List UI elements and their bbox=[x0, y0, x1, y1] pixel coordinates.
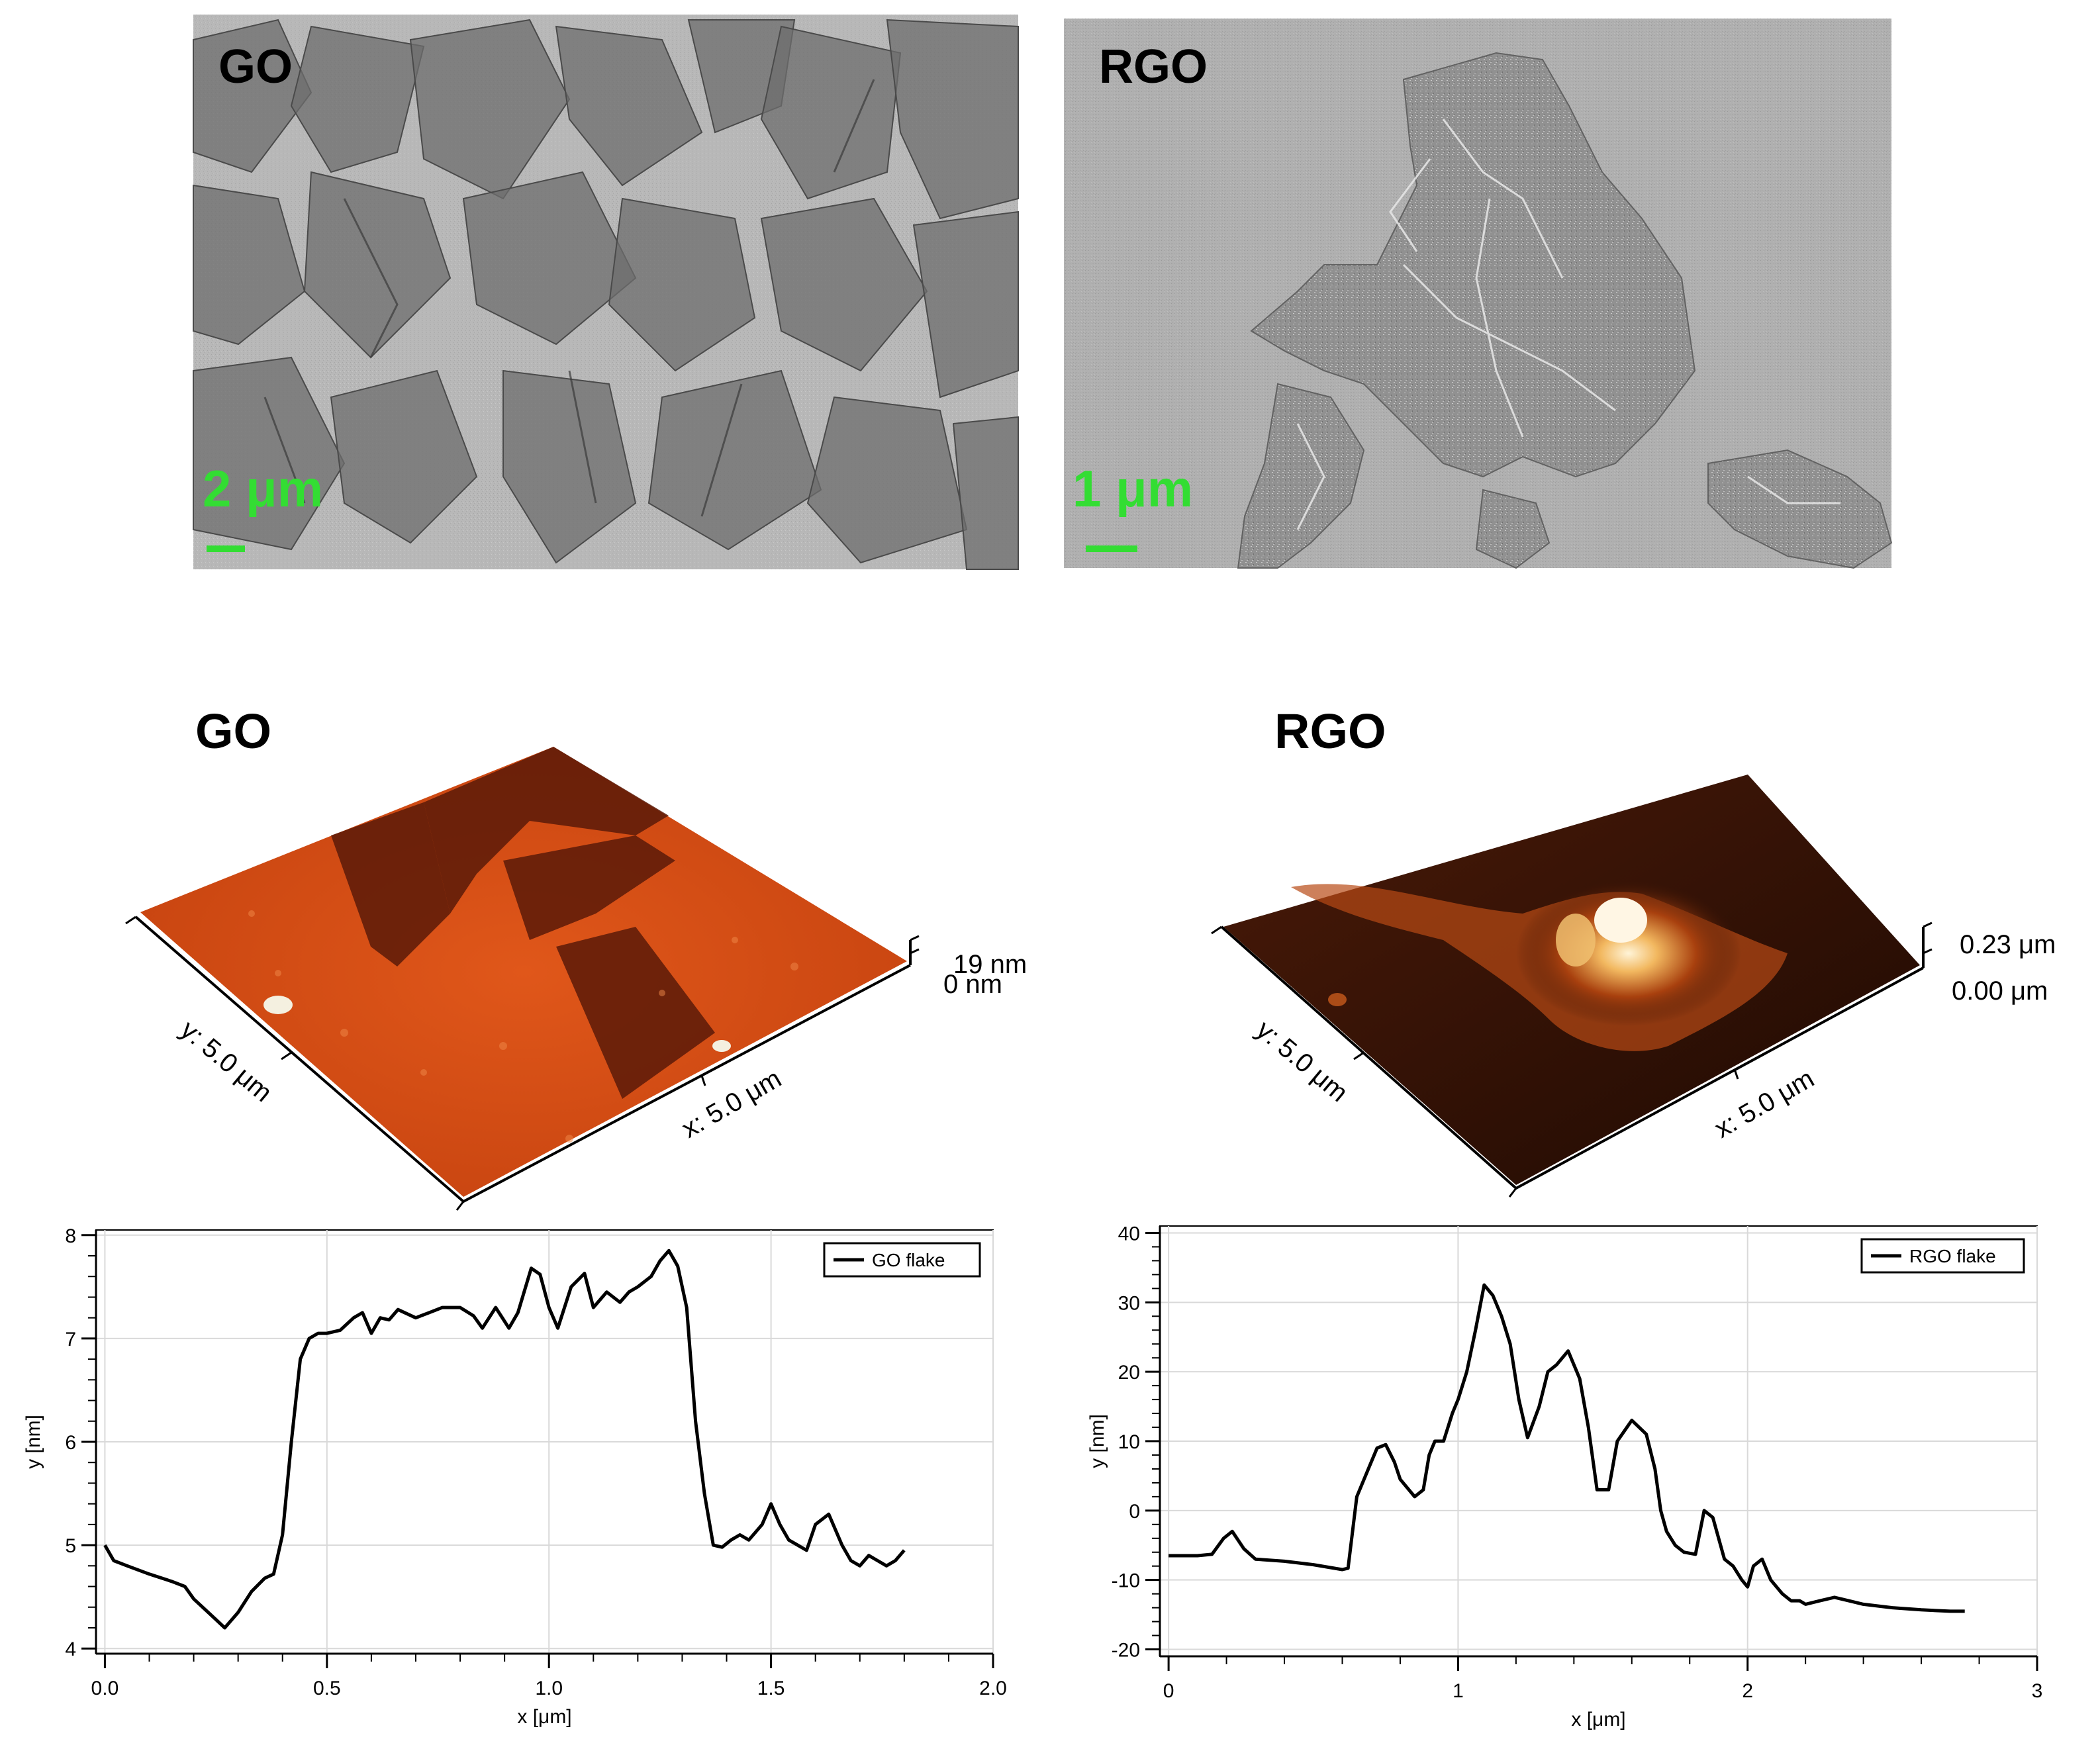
y-axis-label: y [nm] bbox=[23, 1415, 44, 1469]
y-tick-label: -10 bbox=[1112, 1570, 1140, 1592]
legend-label: RGO flake bbox=[1909, 1246, 1996, 1266]
y-tick-label: 4 bbox=[65, 1638, 76, 1660]
afm-rgo-z-max-label: 0.23 μm bbox=[1960, 930, 2056, 959]
sem-rgo-wrinkles bbox=[1296, 118, 1840, 530]
x-tick-label: 2 bbox=[1742, 1680, 1753, 1702]
afm-rgo-particle bbox=[1328, 993, 1347, 1006]
sem-go-flakes bbox=[193, 19, 1019, 570]
y-tick-label: 10 bbox=[1118, 1431, 1140, 1453]
legend-label: GO flake bbox=[872, 1250, 945, 1270]
afm-go-x-axis-label: x: 5.0 μm bbox=[677, 1064, 787, 1144]
sem-rgo-scale-text: 1 μm bbox=[1073, 459, 1193, 518]
afm-go-y-axis-label: y: 5.0 μm bbox=[175, 1015, 277, 1108]
x-tick-label: 0.5 bbox=[313, 1677, 341, 1699]
afm-go-particle bbox=[712, 1040, 731, 1052]
afm-go-panel: GO y: 5.0 μm x: 5.0 μm 19 nm 0 nm bbox=[125, 704, 1027, 1211]
sem-go-folds bbox=[263, 79, 875, 517]
afm-rgo-axis-ticks bbox=[1211, 921, 1933, 1198]
afm-go-axis-ticks bbox=[125, 916, 920, 1211]
sem-go-panel: GO 2 μm bbox=[193, 15, 1019, 570]
sem-rgo-scale-bar bbox=[1086, 545, 1137, 552]
afm-rgo-panel: RGO y: 5.0 μm x: 5.0 μm 0.23 μm 0.00 μm bbox=[1211, 704, 2056, 1198]
afm-go-z-max-label: 19 nm bbox=[953, 950, 1027, 979]
y-axis-label: y [nm] bbox=[1086, 1414, 1108, 1468]
afm-go-title: GO bbox=[195, 704, 271, 759]
afm-go-particle bbox=[263, 996, 293, 1014]
y-tick-label: 20 bbox=[1118, 1362, 1140, 1384]
sem-rgo-panel: RGO 1 μm bbox=[1064, 19, 1893, 569]
go-profile-chart: 0.0 0.5 1.0 1.5 2.0 4 5 6 7 8 x [μm] y [nm] GO flake bbox=[23, 1225, 1007, 1728]
y-tick-label: 8 bbox=[65, 1225, 76, 1247]
x-tick-label: 1.0 bbox=[535, 1677, 563, 1699]
afm-rgo-peak bbox=[1594, 898, 1647, 943]
afm-go-surface bbox=[140, 747, 907, 1197]
afm-rgo-title: RGO bbox=[1274, 704, 1386, 759]
x-tick-label: 1 bbox=[1453, 1680, 1464, 1702]
x-tick-label: 0.0 bbox=[91, 1677, 119, 1699]
series-line bbox=[1169, 1283, 1965, 1613]
sem-go-scale-text: 2 μm bbox=[203, 459, 323, 518]
sem-rgo-label: RGO bbox=[1099, 40, 1208, 93]
rgo-profile-chart: 0 1 2 3 -20 -10 0 10 20 30 40 x [μm] y [nm] RGO flake bbox=[1086, 1223, 2042, 1730]
afm-go-dark-regions bbox=[331, 747, 715, 1099]
afm-go-z-min-label: 0 nm bbox=[943, 970, 1002, 999]
y-tick-label: 5 bbox=[65, 1535, 76, 1557]
x-tick-label: 3 bbox=[2032, 1680, 2043, 1702]
afm-rgo-peak bbox=[1556, 914, 1596, 967]
x-tick-label: 0 bbox=[1163, 1680, 1174, 1702]
sem-go-label: GO bbox=[218, 40, 293, 93]
afm-rgo-z-min-label: 0.00 μm bbox=[1952, 976, 2048, 1006]
x-axis-label: x [μm] bbox=[517, 1706, 571, 1728]
x-tick-label: 1.5 bbox=[757, 1677, 785, 1699]
y-tick-label: -20 bbox=[1112, 1640, 1140, 1662]
sem-go-scale-bar bbox=[207, 545, 245, 552]
y-tick-label: 40 bbox=[1118, 1223, 1140, 1245]
x-tick-label: 2.0 bbox=[979, 1677, 1007, 1699]
y-tick-label: 6 bbox=[65, 1432, 76, 1454]
series-line bbox=[103, 1249, 906, 1630]
y-tick-label: 30 bbox=[1118, 1292, 1140, 1314]
afm-go-texture bbox=[248, 910, 798, 1143]
x-axis-label: x [μm] bbox=[1571, 1709, 1625, 1730]
y-tick-label: 7 bbox=[65, 1329, 76, 1350]
y-tick-label: 0 bbox=[1129, 1501, 1140, 1523]
